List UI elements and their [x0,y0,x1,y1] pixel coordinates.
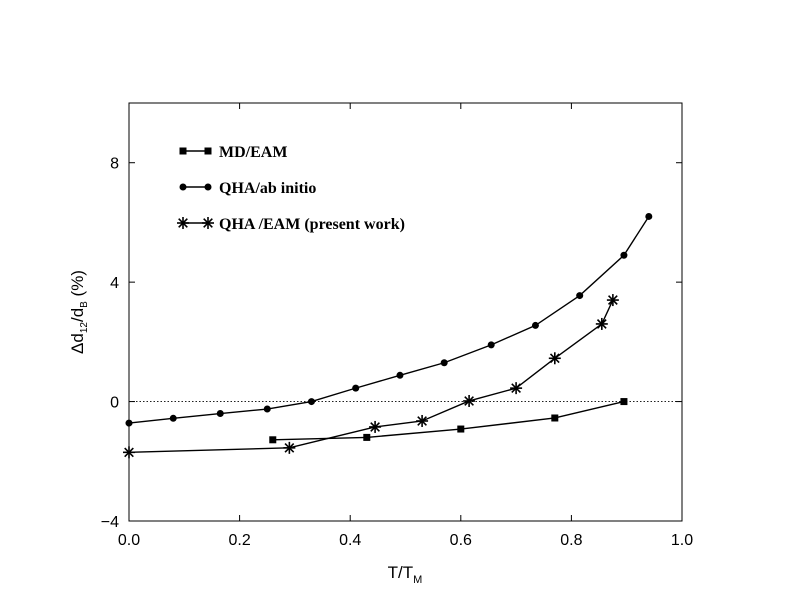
data-point [440,359,448,367]
plot-frame [128,102,683,522]
data-point [531,321,539,329]
x-axis-label: T/TM [388,563,423,586]
data-point [123,446,135,459]
data-point [463,394,476,407]
data-point [396,371,404,379]
legend-label: MD/EAM [219,144,287,161]
data-point [263,405,271,413]
data-point [606,294,619,307]
legend-marker [204,147,212,155]
legend-marker [179,183,187,191]
y-axis-label-d: d [68,333,87,342]
legend-marker [179,147,187,155]
legend-marker [177,217,189,229]
data-point [548,352,561,365]
data-point [307,398,315,406]
legend-item: QHA /EAM (present work) [177,216,405,233]
legend-item: MD/EAM [179,144,287,161]
legend-label: QHA/ab initio [219,180,316,197]
data-point [510,382,523,395]
data-point [363,433,371,441]
data-point [595,317,608,330]
x-tick-label: 1.0 [671,532,693,549]
y-tick-label: 8 [110,156,119,173]
legend-label: QHA /EAM (present work) [219,216,405,233]
legend-item: QHA/ab initio [179,180,316,197]
data-point [457,425,465,433]
y-axis-label-unit: (%) [68,270,87,301]
data-point [620,398,628,406]
x-axis-label-subscript: M [413,574,422,586]
x-tick-label: 0.2 [228,532,250,549]
x-tick-label: 0.6 [450,532,472,549]
y-tick-label: −4 [101,514,119,531]
series-square [269,398,628,444]
data-point [216,410,224,418]
data-point [576,292,584,300]
x-tick-label: 0.4 [339,532,361,549]
data-point [269,436,277,444]
data-point [620,251,628,259]
y-axis-label: Δd12/dB (%) [68,270,90,354]
axis-ticks: 0.0 0.2 0.4 0.6 0.8 1.0 −4 0 4 8 [101,103,693,549]
series-asterisk [123,294,619,459]
series-line [272,400,625,441]
legend: MD/EAM QHA/ab initio QHA /EAM (present wor… [177,144,405,233]
data-point [369,420,382,433]
series-line [128,216,650,424]
y-axis-label-sub-12: 12 [79,322,90,334]
y-tick-label: 0 [110,395,119,412]
data-point [416,414,429,427]
data-point [125,419,133,427]
y-axis-label-delta: Δ [68,343,87,354]
data-point [487,341,495,349]
x-tick-label: 0.8 [560,532,582,549]
x-tick-label: 0.0 [118,532,140,549]
data-point [645,212,653,220]
legend-marker [202,217,214,229]
series-layer [123,212,653,459]
y-axis-label-sub-b: B [79,301,90,308]
data-point [352,384,360,392]
x-axis-label-main: T/T [388,563,414,582]
series-circle [125,212,653,427]
legend-marker [204,183,212,191]
data-point [169,414,177,422]
data-point [283,441,296,454]
y-axis-label-slash-d: /d [68,308,87,322]
y-tick-label: 4 [110,275,119,292]
data-point [551,414,559,422]
